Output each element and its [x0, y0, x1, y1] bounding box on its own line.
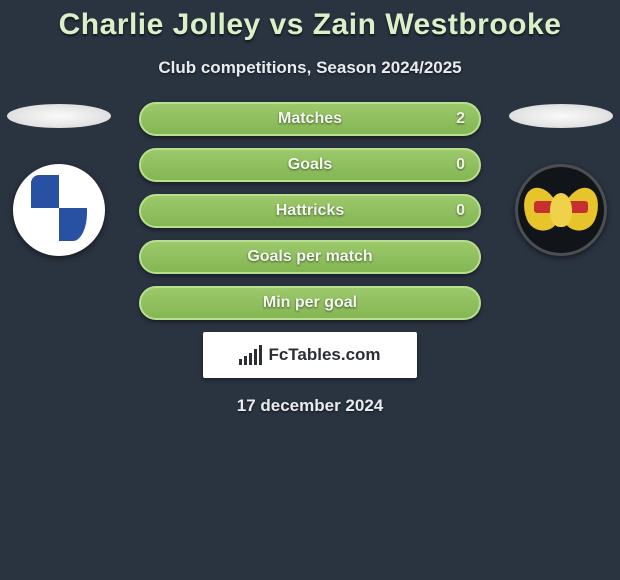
bar-1: [239, 359, 242, 365]
stat-label: Hattricks: [276, 202, 344, 220]
stat-row-goals: Goals 0: [139, 148, 481, 182]
brand-box[interactable]: FcTables.com: [203, 332, 417, 378]
stat-right-value: 0: [456, 196, 465, 226]
club-crest-left: [13, 164, 105, 256]
stat-row-matches: Matches 2: [139, 102, 481, 136]
date-text: 17 december 2024: [0, 396, 620, 416]
brand-text: FcTables.com: [268, 345, 380, 365]
bar-2: [244, 356, 247, 365]
page-subtitle: Club competitions, Season 2024/2025: [0, 58, 620, 78]
eagle-icon: [526, 183, 596, 237]
shield-q1: [31, 175, 59, 208]
player-right-silhouette: [509, 104, 613, 128]
stat-label: Goals: [288, 156, 332, 174]
shield-q3: [31, 208, 59, 241]
shield-q2: [59, 175, 87, 208]
stat-label: Goals per match: [247, 248, 372, 266]
stat-right-value: 2: [456, 104, 465, 134]
bar-5: [259, 345, 262, 365]
stat-row-min-per-goal: Min per goal: [139, 286, 481, 320]
bar-chart-icon: [239, 345, 262, 365]
stat-row-goals-per-match: Goals per match: [139, 240, 481, 274]
player-left-slot: [4, 102, 114, 256]
player-right-slot: [506, 102, 616, 256]
stat-right-value: 0: [456, 150, 465, 180]
stat-label: Min per goal: [263, 294, 357, 312]
comparison-arena: Matches 2 Goals 0 Hattricks 0 Goals per …: [0, 102, 620, 320]
stat-label: Matches: [278, 110, 342, 128]
shield-q4: [59, 208, 87, 241]
club-crest-right: [515, 164, 607, 256]
stat-row-hattricks: Hattricks 0: [139, 194, 481, 228]
page-title: Charlie Jolley vs Zain Westbrooke: [0, 0, 620, 42]
eagle-body: [550, 193, 572, 227]
stat-rows: Matches 2 Goals 0 Hattricks 0 Goals per …: [139, 102, 481, 320]
player-left-silhouette: [7, 104, 111, 128]
bar-3: [249, 353, 252, 365]
shield-icon: [31, 175, 87, 241]
bar-4: [254, 349, 257, 365]
